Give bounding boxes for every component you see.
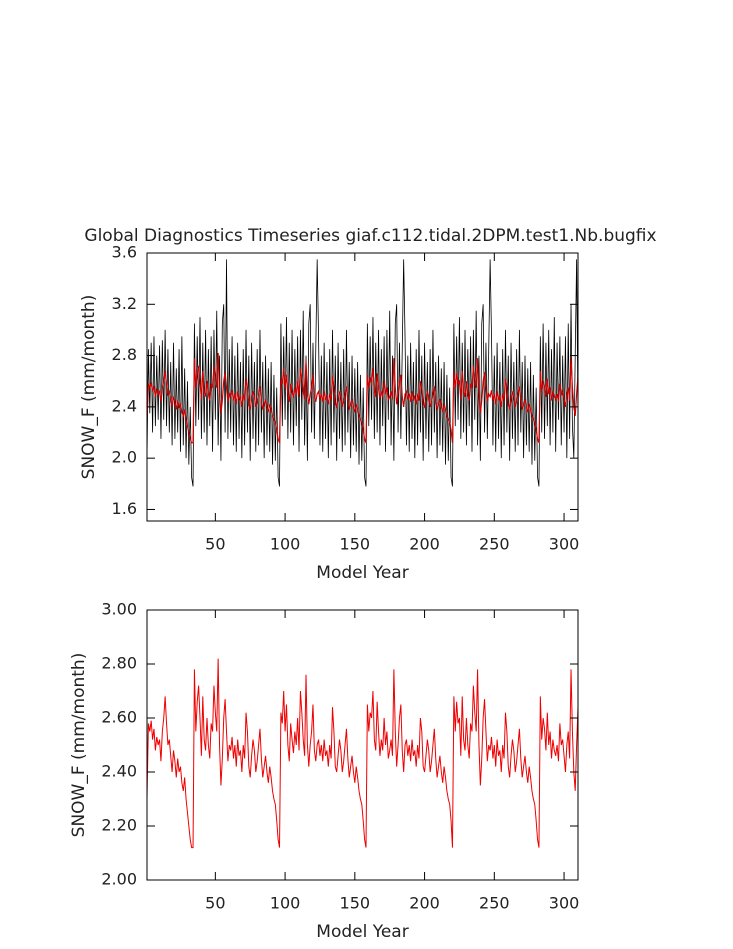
x-tick-label: 250 — [479, 894, 510, 913]
y-tick-label: 2.4 — [112, 396, 137, 415]
x-tick-label: 150 — [340, 535, 371, 554]
chart-title: Global Diagnostics Timeseries giaf.c112.… — [84, 226, 656, 246]
x-tick-label: 300 — [549, 894, 580, 913]
y-tick-label: 2.60 — [101, 708, 137, 727]
y-tick-label: 2.80 — [101, 654, 137, 673]
y-tick-label: 3.6 — [112, 243, 137, 262]
plot-frame — [146, 609, 579, 881]
x-tick-label: 50 — [205, 894, 225, 913]
series-line — [147, 658, 578, 849]
y-axis-label: SNOW_F (mm/month) — [79, 295, 99, 480]
plot-area — [147, 658, 578, 849]
x-axis-label: Model Year — [316, 922, 408, 942]
x-tick-label: 50 — [205, 535, 225, 554]
y-tick-label: 2.20 — [101, 816, 137, 835]
y-tick-label: 2.00 — [101, 870, 137, 889]
x-tick-label: 200 — [409, 535, 440, 554]
y-axis-label: SNOW_F (mm/month) — [69, 653, 89, 838]
x-tick-label: 250 — [479, 535, 510, 554]
plot-frame — [146, 252, 579, 522]
y-tick-label: 2.0 — [112, 448, 137, 467]
x-tick-label: 100 — [270, 894, 301, 913]
x-axis-label: Model Year — [316, 563, 408, 583]
y-tick-label: 3.2 — [112, 294, 137, 313]
x-tick-label: 300 — [549, 535, 580, 554]
y-tick-label: 2.8 — [112, 345, 137, 364]
x-tick-label: 100 — [270, 535, 301, 554]
y-tick-label: 3.00 — [101, 600, 137, 619]
plot-area — [147, 259, 578, 487]
x-tick-label: 200 — [409, 894, 440, 913]
y-tick-label: 2.40 — [101, 762, 137, 781]
x-tick-label: 150 — [340, 894, 371, 913]
y-tick-label: 1.6 — [112, 499, 137, 518]
series-line — [147, 352, 578, 444]
